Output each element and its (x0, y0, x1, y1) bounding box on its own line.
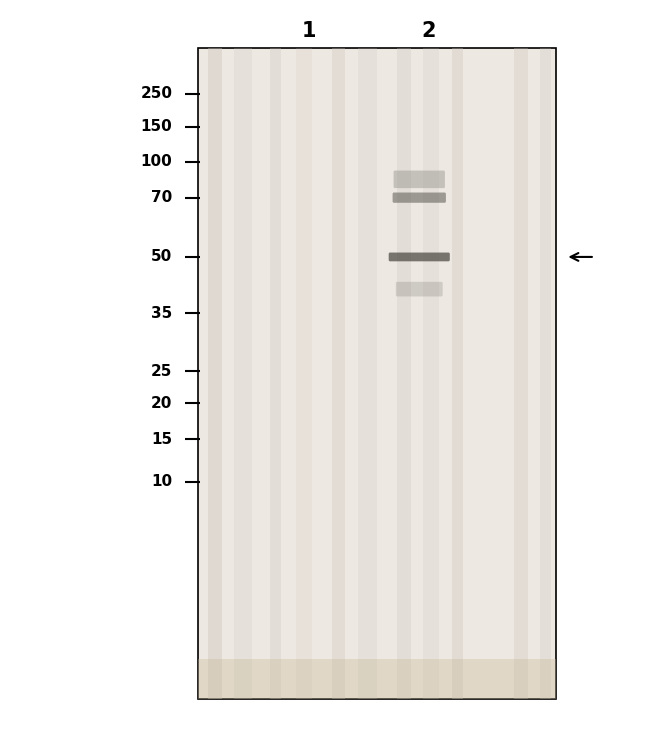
Text: 25: 25 (151, 364, 172, 378)
Bar (332, 48, 344, 699)
Text: 15: 15 (151, 432, 172, 447)
Bar (540, 48, 551, 699)
Text: 50: 50 (151, 250, 172, 264)
Text: 1: 1 (302, 20, 316, 41)
Bar (422, 48, 439, 699)
Text: 2: 2 (422, 20, 436, 41)
Text: 150: 150 (140, 119, 172, 134)
FancyBboxPatch shape (393, 193, 446, 203)
Text: 20: 20 (151, 396, 172, 411)
Bar (198, 659, 556, 699)
FancyBboxPatch shape (396, 282, 443, 296)
FancyBboxPatch shape (394, 171, 445, 188)
Bar (358, 48, 377, 699)
Text: 250: 250 (140, 86, 172, 101)
Bar (198, 48, 556, 699)
Bar (396, 48, 411, 699)
Text: 70: 70 (151, 190, 172, 205)
Text: 100: 100 (140, 154, 172, 169)
Bar (296, 48, 312, 699)
FancyBboxPatch shape (389, 253, 450, 261)
Text: 35: 35 (151, 306, 172, 321)
Bar (234, 48, 252, 699)
Bar (270, 48, 281, 699)
Bar (452, 48, 463, 699)
Text: 10: 10 (151, 474, 172, 489)
Bar (514, 48, 528, 699)
Bar (208, 48, 222, 699)
